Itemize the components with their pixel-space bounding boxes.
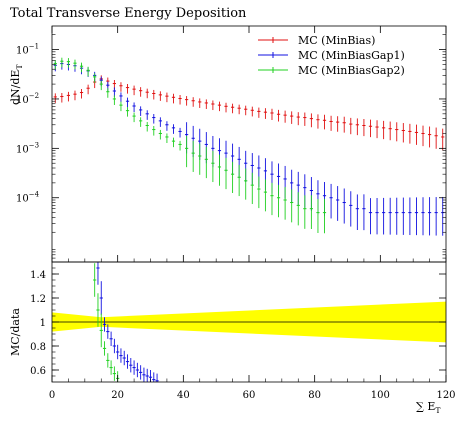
x-axis-label: ∑ ET (416, 400, 441, 415)
ratio-series-1 (93, 263, 120, 382)
ytick-label-0: 10−1 (16, 43, 39, 57)
ytick-label-3: 10−4 (16, 191, 40, 205)
ratio-series-0 (96, 262, 159, 382)
legend-entry-2: MC (MinBiasGap2) (298, 64, 405, 77)
ratio-ytick-label-3: 1.2 (30, 294, 46, 305)
series-1 (53, 60, 445, 236)
xtick-label-3: 60 (243, 390, 256, 401)
xtick-label-1: 20 (111, 390, 124, 401)
xtick-label-2: 40 (177, 390, 190, 401)
xtick-label-4: 80 (308, 390, 321, 401)
xtick-label-0: 0 (49, 390, 55, 401)
series-2 (53, 57, 327, 234)
ytick-label-2: 10−3 (16, 141, 39, 155)
y-axis-label: dN/dET (9, 64, 24, 105)
xtick-label-6: 120 (436, 390, 455, 401)
chart-title: Total Transverse Energy Deposition (10, 6, 247, 21)
ratio-ytick-label-0: 0.6 (30, 366, 46, 377)
legend-entry-1: MC (MinBiasGap1) (298, 49, 405, 62)
ratio-ytick-label-1: 0.8 (30, 342, 46, 353)
ratio-y-axis-label: MC/data (9, 308, 22, 356)
ratio-ytick-label-2: 1 (40, 318, 46, 329)
ratio-ytick-label-4: 1.4 (30, 270, 46, 281)
legend-entry-0: MC (MinBias) (298, 34, 375, 47)
xtick-label-5: 100 (371, 390, 390, 401)
series-0 (53, 75, 445, 151)
